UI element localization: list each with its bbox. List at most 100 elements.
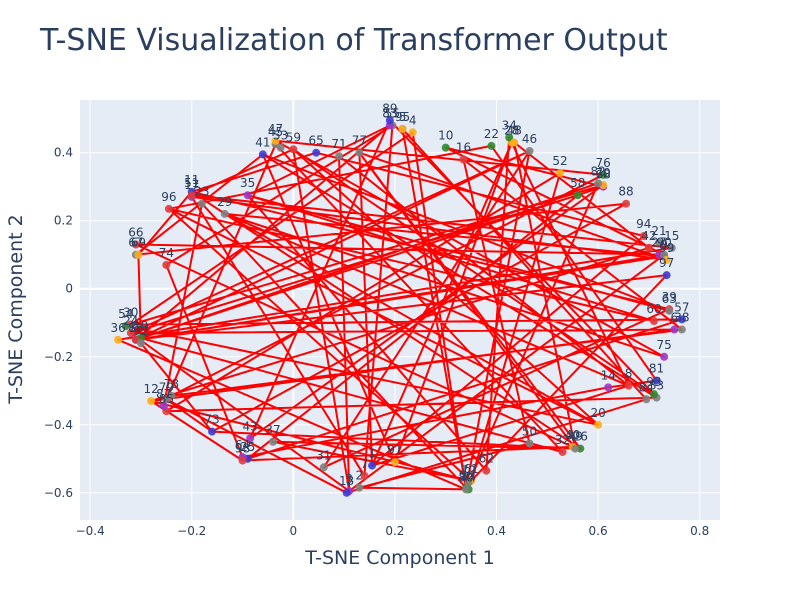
data-point[interactable] — [164, 204, 173, 213]
point-label: 66 — [128, 226, 143, 240]
data-point[interactable] — [487, 141, 496, 150]
point-label: 80 — [458, 470, 473, 484]
point-label: 89 — [382, 101, 397, 115]
data-point[interactable] — [622, 199, 631, 208]
data-point[interactable] — [385, 116, 394, 125]
data-point[interactable] — [243, 191, 252, 200]
data-point[interactable] — [594, 179, 603, 188]
data-point[interactable] — [335, 152, 344, 161]
data-point[interactable] — [269, 437, 278, 446]
point-label: 52 — [552, 154, 567, 168]
point-label: 2 — [356, 469, 364, 483]
point-label: 33 — [649, 379, 664, 393]
data-point[interactable] — [670, 325, 679, 334]
point-label: 58 — [570, 176, 585, 190]
data-point[interactable] — [462, 485, 471, 494]
point-label: 95 — [395, 110, 410, 124]
data-point[interactable] — [649, 317, 658, 326]
data-point[interactable] — [258, 150, 267, 159]
point-label: 82 — [590, 164, 605, 178]
data-point[interactable] — [238, 456, 247, 465]
data-point[interactable] — [660, 352, 669, 361]
data-point[interactable] — [604, 383, 613, 392]
data-point[interactable] — [208, 427, 217, 436]
data-point[interactable] — [271, 136, 280, 145]
data-point[interactable] — [220, 209, 229, 218]
data-point[interactable] — [571, 444, 580, 453]
point-label: 20 — [590, 406, 605, 420]
data-point[interactable] — [556, 169, 564, 178]
point-label: 61 — [463, 462, 478, 476]
data-point[interactable] — [525, 439, 534, 448]
data-point[interactable] — [355, 483, 364, 492]
data-point[interactable] — [276, 143, 285, 152]
data-point[interactable] — [121, 322, 130, 331]
data-point[interactable] — [360, 471, 369, 480]
data-point[interactable] — [677, 325, 686, 334]
data-point[interactable] — [187, 191, 196, 200]
point-label: 27 — [651, 236, 666, 250]
data-point[interactable] — [594, 420, 603, 429]
data-point[interactable] — [573, 191, 582, 200]
data-point[interactable] — [655, 238, 664, 247]
data-point[interactable] — [459, 155, 468, 164]
data-point[interactable] — [319, 463, 328, 472]
y-tick-label: −0.2 — [44, 350, 73, 364]
data-point[interactable] — [662, 255, 671, 264]
point-label: 44 — [461, 470, 476, 484]
data-point[interactable] — [197, 199, 206, 208]
data-point[interactable] — [677, 315, 686, 324]
data-point[interactable] — [289, 145, 298, 154]
y-tick-label: 0 — [65, 282, 73, 296]
data-point[interactable] — [126, 328, 135, 337]
data-point[interactable] — [398, 124, 407, 133]
data-point[interactable] — [136, 339, 145, 348]
data-point[interactable] — [162, 395, 171, 404]
data-point[interactable] — [342, 488, 351, 497]
point-label: 39 — [662, 290, 677, 304]
point-label: 38 — [674, 311, 689, 325]
data-point[interactable] — [525, 147, 534, 156]
data-point[interactable] — [159, 402, 168, 411]
data-point[interactable] — [114, 335, 123, 344]
data-point[interactable] — [368, 461, 377, 470]
point-label: 6 — [670, 311, 678, 325]
data-point[interactable] — [510, 138, 519, 147]
data-point[interactable] — [642, 395, 651, 404]
data-point[interactable] — [639, 232, 648, 241]
point-label: 30 — [123, 305, 138, 319]
y-axis-title: T-SNE Component 2 — [5, 214, 27, 404]
data-point[interactable] — [505, 133, 514, 142]
data-point[interactable] — [464, 478, 473, 487]
data-point[interactable] — [162, 260, 171, 269]
data-point[interactable] — [652, 376, 661, 385]
data-point[interactable] — [355, 148, 364, 157]
point-label: 29 — [217, 195, 232, 209]
data-point[interactable] — [147, 396, 156, 405]
data-point[interactable] — [131, 240, 140, 249]
data-point[interactable] — [649, 390, 658, 399]
data-point[interactable] — [665, 306, 674, 315]
data-point[interactable] — [662, 271, 671, 280]
x-tick-label: 0.2 — [385, 524, 404, 538]
data-point[interactable] — [624, 381, 633, 390]
point-label: 75 — [656, 338, 671, 352]
data-point[interactable] — [390, 458, 399, 467]
data-point[interactable] — [134, 250, 143, 259]
x-tick-label: 0.6 — [589, 524, 608, 538]
point-label: 65 — [309, 134, 324, 148]
data-point[interactable] — [246, 434, 255, 443]
point-label: 70 — [596, 166, 611, 180]
data-point[interactable] — [312, 148, 321, 157]
data-point[interactable] — [408, 128, 417, 137]
data-point[interactable] — [644, 243, 653, 252]
data-point[interactable] — [558, 447, 567, 456]
data-point[interactable] — [667, 243, 676, 252]
point-label: 55 — [385, 107, 400, 121]
data-point[interactable] — [599, 170, 608, 179]
point-label: 98 — [235, 441, 250, 455]
data-point[interactable] — [441, 143, 450, 152]
point-label: 60 — [646, 302, 661, 316]
data-point[interactable] — [482, 466, 491, 475]
point-label: 13 — [339, 474, 354, 488]
